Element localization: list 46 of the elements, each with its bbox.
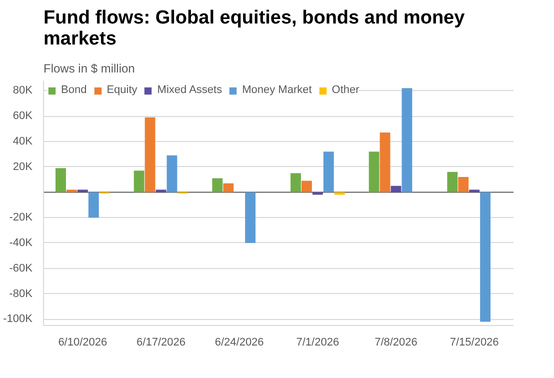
bar	[88, 192, 99, 218]
bar	[223, 183, 234, 192]
bar	[290, 173, 301, 192]
bar	[212, 178, 223, 192]
y-tick-label: -80K	[9, 288, 34, 300]
bar	[334, 192, 345, 195]
bar	[77, 190, 88, 192]
bar	[458, 176, 469, 192]
bar	[66, 190, 77, 192]
legend-label: Mixed Assets	[157, 84, 222, 96]
bar	[447, 172, 458, 192]
x-tick-label: 7/15/2026	[450, 336, 499, 348]
bar	[380, 132, 390, 192]
y-tick-label: -60K	[9, 262, 34, 274]
y-tick-label: 40K	[12, 135, 34, 148]
bar	[368, 152, 380, 192]
bar	[156, 190, 166, 192]
x-tick-label: 6/10/2026	[58, 336, 108, 348]
bar	[312, 192, 323, 195]
y-tick-label: -40K	[9, 236, 34, 249]
chart-title: Fund flows: Global equities, bonds and money markets	[44, 8, 466, 50]
y-tick-label: 80K	[12, 84, 34, 97]
chart-subtitle: Flows in $ million	[44, 62, 135, 76]
bar	[245, 192, 256, 243]
legend-label: Other	[332, 84, 360, 96]
legend-label: Bond	[61, 84, 87, 96]
x-tick-label: 7/8/2026	[374, 336, 418, 348]
x-tick-label: 7/1/2026	[296, 336, 340, 348]
bar	[166, 155, 178, 192]
bar	[301, 180, 312, 192]
bar	[323, 152, 334, 192]
x-tick-label: 6/24/2026	[214, 336, 264, 348]
y-tick-label: -100K	[3, 313, 34, 326]
bar	[144, 117, 156, 192]
bar	[134, 170, 144, 192]
legend-label: Equity	[106, 84, 138, 96]
bar	[469, 190, 480, 192]
bar	[390, 186, 402, 192]
x-tick-label: 6/17/2026	[136, 336, 186, 348]
y-tick-label: 60K	[12, 110, 34, 122]
y-tick-label: 20K	[12, 160, 34, 173]
bar	[56, 168, 66, 192]
legend-label: Money Market	[242, 84, 312, 96]
bar	[480, 192, 491, 322]
y-tick-label: -20K	[9, 212, 34, 224]
bar	[402, 88, 412, 192]
